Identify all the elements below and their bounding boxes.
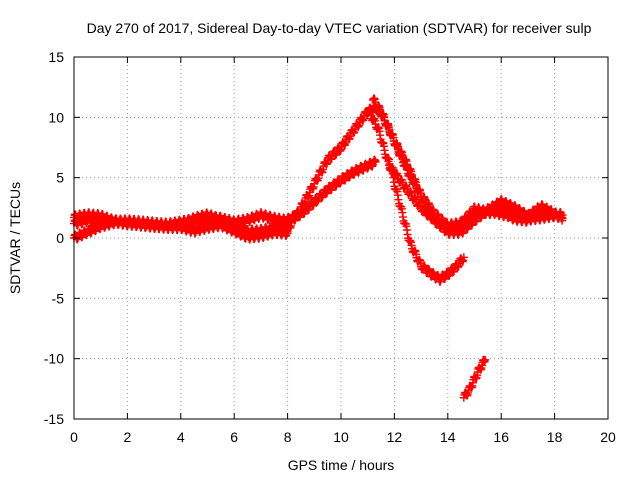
y-tick-label: 0 <box>56 230 64 246</box>
x-tick-label: 4 <box>177 429 185 445</box>
data-point <box>459 253 468 262</box>
data-point <box>371 157 380 166</box>
x-tick-label: 12 <box>387 429 403 445</box>
x-tick-label: 6 <box>230 429 238 445</box>
x-tick-label: 14 <box>440 429 456 445</box>
x-axis-label: GPS time / hours <box>288 457 395 473</box>
series-track-3 <box>70 212 292 244</box>
y-axis-label: SDTVAR / TECUs <box>7 182 23 294</box>
x-tick-label: 2 <box>124 429 132 445</box>
data-points <box>70 94 567 402</box>
x-tick-label: 18 <box>547 429 563 445</box>
y-tick-label: 5 <box>56 170 64 186</box>
axis-ticks: 0 2 4 6 8 10 12 14 16 18 20 15 10 5 0 -5 -10 -15 <box>44 49 616 445</box>
data-point <box>558 214 567 223</box>
y-tick-label: -10 <box>44 351 64 367</box>
data-point <box>550 211 559 220</box>
x-tick-label: 8 <box>284 429 292 445</box>
series-track-8 <box>385 155 468 286</box>
x-tick-label: 16 <box>493 429 509 445</box>
data-point <box>481 355 490 364</box>
series-track-9 <box>459 355 490 402</box>
series-track-5 <box>283 155 380 226</box>
y-tick-label: 15 <box>48 49 64 65</box>
grid <box>74 57 608 419</box>
y-tick-label: -15 <box>44 411 64 427</box>
chart-title: Day 270 of 2017, Sidereal Day-to-day VTE… <box>87 20 592 36</box>
x-tick-label: 0 <box>70 429 78 445</box>
x-tick-label: 10 <box>333 429 349 445</box>
y-tick-label: 10 <box>48 109 64 125</box>
x-tick-label: 20 <box>600 429 616 445</box>
y-tick-label: -5 <box>52 290 65 306</box>
